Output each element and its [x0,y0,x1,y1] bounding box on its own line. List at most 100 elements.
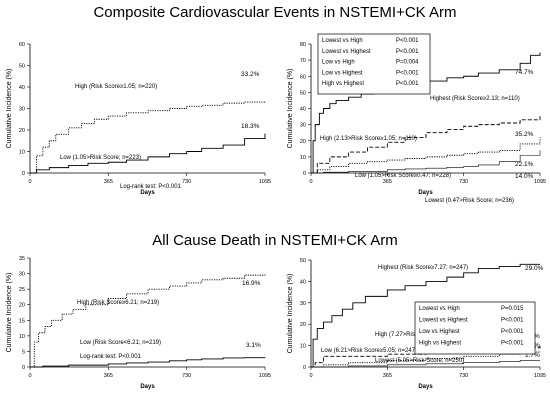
x-tick-label: 0 [28,179,31,185]
chart-composite-four-groups: 0 10 20 30 40 50 60 70 80 0 365 730 1095 Days Cumulati… [287,33,546,204]
y-tick-label: 0 [22,365,25,371]
legend-p-value: P=0.015 [501,306,524,312]
y-axis-label: Cumulative Incidence (%) [6,69,13,149]
y-tick-label: 20 [19,128,25,134]
x-tick-label: 1095 [534,373,546,379]
end-value-label: 74.7% [515,69,534,76]
y-axis-label: Cumulative Incidence (%) [287,69,294,149]
y-tick-label: 40 [300,279,306,285]
series-label-highest-risk-score-2-13-n-110: Highest (Risk Score≥2.13; n=110) [430,96,520,102]
x-tick-label: 730 [459,373,468,379]
x-tick-label: 0 [309,373,312,379]
end-value-label: 1.7% [525,352,540,359]
legend-p-value: P<0.001 [501,329,524,335]
x-axis-label: Days [140,384,155,390]
series-label-lowest-0-47-risk-score-n-236: Lowest (0.47>Risk Score; n=236) [425,198,514,204]
y-tick-label: 40 [19,85,25,91]
legend-comparison-label: Lowest vs High [322,38,363,44]
end-value-label: 35.2% [515,131,534,138]
y-tick-label: 50 [300,258,306,264]
y-tick-label: 20 [19,303,25,309]
y-tick-label: 10 [300,344,306,350]
x-tick-label: 0 [309,179,312,185]
legend-p-value: P<0.001 [396,70,419,76]
series-label-lowest-5-05-risk-score-n-250: Lowest (5.05>Risk Score; n=250) [375,358,464,364]
chart-death-two-groups: 0 5 10 15 20 25 30 35 0 365 730 1095 Days Cumulative … [6,256,271,390]
y-tick-label: 20 [300,322,306,328]
series-line-low-1-05-risk-score-n-223 [30,133,266,174]
legend-p-value: P=0.004 [396,60,419,66]
legend-comparison-label: Low vs Highest [322,70,363,76]
end-value-label: 29.0% [525,265,544,272]
series-label-high-risk-score-6-21-n-219: High (Risk Score≥6.21; n=219) [77,300,159,306]
y-tick-label: 40 [300,107,306,113]
y-tick-label: 10 [19,150,25,156]
x-tick-label: 730 [459,179,468,185]
legend-comparison-label: Lowest vs Highest [419,318,468,324]
y-tick-label: 10 [300,155,306,161]
x-tick-label: 1095 [259,179,271,185]
y-tick-label: 70 [300,58,306,64]
y-tick-label: 15 [19,318,25,324]
chart-composite-two-groups: 0 10 20 30 40 50 60 0 365 730 1095 Days Cumulative I… [6,42,271,196]
series-line-high-2-13-risk-score-1-05-n-110 [311,116,541,174]
legend-comparison-label: Lowest vs High [419,306,460,312]
x-tick-label: 365 [104,373,113,379]
x-tick-label: 730 [182,373,191,379]
y-tick-label: 0 [22,171,25,177]
y-tick-label: 25 [19,287,25,293]
legend-comparison-label: Low vs High [322,60,355,66]
series-label-low-risk-score-6-21-n-219: Low (Risk Score<6.21; n=219) [80,340,161,346]
end-value-label: 16.9% [242,280,261,287]
x-tick-label: 1095 [534,179,546,185]
legend-comparison-label: High vs Highest [322,81,364,87]
legend-p-value: P<0.001 [396,49,419,55]
section-title-composite: Composite Cardiovascular Events in NSTEM… [93,4,457,21]
y-tick-label: 30 [19,107,25,113]
y-tick-label: 0 [303,171,306,177]
x-tick-label: 1095 [259,373,271,379]
legend-p-value: P<0.001 [396,81,419,87]
legend-comparison-label: Low vs Highest [419,329,460,335]
series-line-lowest-5-05-risk-score-n-250 [311,360,540,368]
series-label-high-2-13-risk-score-1-05-n-110: High (2.13>Risk Score≥1.05; n=110) [320,136,417,142]
series-line-high-risk-score-1-05-n-220 [30,101,266,174]
x-tick-label: 0 [28,373,31,379]
section-title-all-cause-death: All Cause Death in NSTEMI+CK Arm [152,232,398,249]
x-tick-label: 365 [383,373,392,379]
series-line-low-risk-score-6-21-n-219 [30,357,266,368]
chart-death-four-groups: 0 10 20 30 40 50 0 365 730 1095 Days Cumulative Inc… [287,258,546,390]
y-tick-label: 60 [300,74,306,80]
y-axis-label: Cumulative Incidence (%) [287,274,294,354]
series-line-high-risk-score-6-21-n-219 [30,273,266,368]
p-value-legend-box [414,301,536,355]
end-value-label: 33.2% [241,71,260,78]
log-rank-annotation: Log-rank test: P<0.001 [120,184,182,190]
log-rank-annotation: Log-rank test: P<0.001 [80,354,142,360]
y-tick-label: 50 [19,64,25,70]
end-value-label: 22.1% [515,161,534,168]
y-tick-label: 60 [19,42,25,48]
y-tick-label: 30 [19,272,25,278]
x-axis-label: Days [140,190,155,196]
y-tick-label: 50 [300,90,306,96]
y-tick-label: 10 [19,334,25,340]
series-label-high-risk-score-1-05-n-220: High (Risk Score≥1.05; n=220) [75,84,157,90]
legend-comparison-label: Lowest vs Highest [322,49,371,55]
y-axis-label: Cumulative Incidence (%) [6,273,13,353]
p-value-legend-box [317,33,431,95]
legend-p-value: P<0.001 [501,341,524,347]
x-axis-label: Days [418,384,433,390]
y-tick-label: 5 [22,349,25,355]
x-tick-label: 365 [104,179,113,185]
x-tick-label: 365 [383,179,392,185]
legend-comparison-label: High vs Highest [419,341,461,347]
x-axis-label: Days [418,190,433,196]
y-tick-label: 30 [300,123,306,129]
end-value-label: 18.3% [241,123,260,130]
series-label-low-1-05-risk-score-n-223: Low (1.05>Risk Score; n=223) [60,155,141,161]
series-line-low-6-21-risk-score-5-05-n-247 [311,350,541,368]
series-line-highest-risk-score-7-27-n-247 [311,263,540,368]
series-label-highest-risk-score-7-27-n-247: Highest (Risk Score≥7.27; n=247) [378,265,468,271]
series-line-low-1-05-risk-score-0-47-n-228 [311,137,541,174]
